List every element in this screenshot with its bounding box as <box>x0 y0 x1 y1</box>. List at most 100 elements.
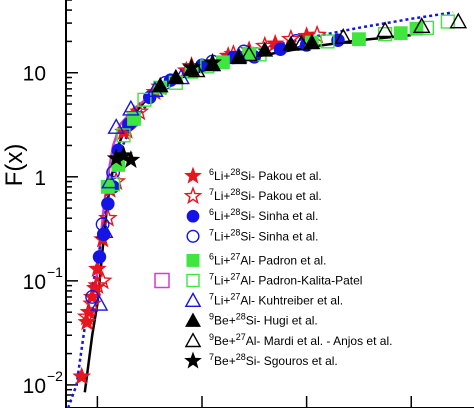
y-tick-label: 1 <box>34 167 46 190</box>
data-point-series-5 <box>393 26 408 41</box>
legend-label-part: 7 <box>209 352 214 362</box>
legend-label-part: 27 <box>236 332 246 342</box>
legend-label-part: Al- Padron et al. <box>240 253 326 267</box>
data-point-series-10 <box>121 150 141 168</box>
data-point-series-2 <box>92 270 113 290</box>
data-point-series-2 <box>76 306 97 326</box>
legend-marker-2 <box>183 186 203 205</box>
legend-label-part: 27 <box>230 292 240 302</box>
legend-marker-10 <box>184 351 202 369</box>
legend-marker-1 <box>184 166 202 184</box>
legend-label: 6Li+27Al- Padron et al. <box>209 251 326 267</box>
legend-label: 9Be+28Si- Hugi et al. <box>209 312 318 328</box>
data-point-series-5 <box>127 112 141 126</box>
legend-label-part: 6 <box>209 167 214 177</box>
data-point-series-2 <box>82 293 103 313</box>
legend-label-part: 6 <box>209 251 214 261</box>
legend-label-part: Li+ <box>214 294 230 308</box>
data-point-series-9 <box>376 21 394 38</box>
plot-frame <box>65 0 474 408</box>
y-tick-label: 10 <box>23 63 46 86</box>
legend-label: 7Li+28Si- Sinha et al. <box>209 227 318 243</box>
legend-label-part: Li+ <box>214 229 230 243</box>
data-point-series-10 <box>114 145 133 164</box>
legend-label-part: Si- Hugi et al. <box>246 314 318 328</box>
legend-label-part: Be+ <box>214 354 236 368</box>
data-point-series-10 <box>203 52 222 71</box>
data-point-series-7 <box>95 222 114 238</box>
legend-label-part: 28 <box>230 227 240 237</box>
legend-marker-9 <box>184 332 202 348</box>
legend-label: 7Li+27Al- Padron-Kalita-Patel <box>209 272 362 288</box>
data-point-series-5 <box>352 32 366 47</box>
legend-label-part: Be+ <box>214 314 236 328</box>
legend-label-part: 28 <box>236 352 246 362</box>
legend-label-part: Li+ <box>214 274 230 288</box>
data-point-series-7 <box>90 294 109 311</box>
data-point-series-7 <box>107 118 126 134</box>
data-point-series-8 <box>151 77 169 93</box>
legend-label: 7Li+27Al- Kuhtreiber et al. <box>209 292 343 308</box>
data-point-series-1 <box>72 366 92 385</box>
data-point-series-6 <box>137 92 152 107</box>
data-point-series-3 <box>101 197 115 211</box>
axes <box>65 0 474 408</box>
legend-label-part: Si- Sinha et al. <box>240 229 318 243</box>
legend-label: 7Be+28Si- Sgouros et al. <box>209 352 338 368</box>
data-point-series-1 <box>88 259 107 277</box>
legend-label-part: Li+ <box>214 209 230 223</box>
data-point-series-1 <box>77 312 97 331</box>
legend-label-part: 6 <box>209 207 214 217</box>
legend-label: 9Be+27Al- Mardi et al. - Anjos et al. <box>209 332 392 348</box>
legend-label-part: 9 <box>209 332 214 342</box>
data-point-series-9 <box>412 17 431 33</box>
legend-label-part: Al- Mardi et al. - Anjos et al. <box>246 334 393 348</box>
legend-label: 7Li+28Si- Pakou et al. <box>209 187 322 203</box>
legend-label: 6Li+28Si- Pakou et al. <box>209 167 322 183</box>
legend-label-part: Li+ <box>214 169 230 183</box>
data-point-series-7 <box>101 172 119 189</box>
legend-label-part: Be+ <box>214 334 236 348</box>
legend-label-part: Al- Kuhtreiber et al. <box>240 294 343 308</box>
data-point-series-6 <box>105 177 121 192</box>
legend-label-part: 7 <box>209 272 214 282</box>
legend-label-part: 28 <box>230 187 240 197</box>
legend-label-part: 28 <box>236 312 246 322</box>
data-point-series-6 <box>419 20 435 35</box>
legend-label-part: Si- Pakou et al. <box>240 189 321 203</box>
data-point-series-3 <box>92 250 107 264</box>
legend-label-part: Si- Sgouros et al. <box>246 354 338 368</box>
data-point-series-2 <box>87 275 108 295</box>
data-point-series-10 <box>182 57 201 76</box>
legend-marker-3 <box>186 209 200 223</box>
legend-label-part: 27 <box>230 251 240 261</box>
legend-label-part: 28 <box>230 207 240 217</box>
data-point-series-8 <box>303 33 321 50</box>
legend-label-part: 7 <box>209 187 214 197</box>
legend-marker-5 <box>186 253 200 267</box>
legend-label-part: 7 <box>209 292 214 302</box>
legend-label-part: 28 <box>230 167 240 177</box>
data-point-series-7 <box>122 99 140 116</box>
data-point-series-9 <box>240 45 258 62</box>
legend-label-part: 9 <box>209 312 214 322</box>
data-point-series-6 <box>320 34 335 49</box>
y-axis-label: F(x) <box>1 144 28 187</box>
legend-label-part: Al- Padron-Kalita-Patel <box>240 274 362 288</box>
legend-label-part: 7 <box>209 227 214 237</box>
legend-label-part: Si- Sinha et al. <box>240 209 318 223</box>
data-point-series-9 <box>449 12 468 29</box>
legend-label-part: Si- Pakou et al. <box>240 169 321 183</box>
data-point-series-8 <box>167 68 185 85</box>
legend-marker-6 <box>186 273 200 288</box>
legend-marker-extra <box>154 272 170 289</box>
legend-label-part: Li+ <box>214 189 230 203</box>
data-point-series-9 <box>334 28 353 44</box>
legend: 6Li+28Si- Pakou et al.7Li+28Si- Pakou et… <box>154 166 392 369</box>
legend-marker-7 <box>184 292 202 307</box>
y-tick-exponent: −1 <box>47 264 63 280</box>
legend-marker-4 <box>186 229 200 243</box>
legend-label: 6Li+28Si- Sinha et al. <box>209 207 318 223</box>
